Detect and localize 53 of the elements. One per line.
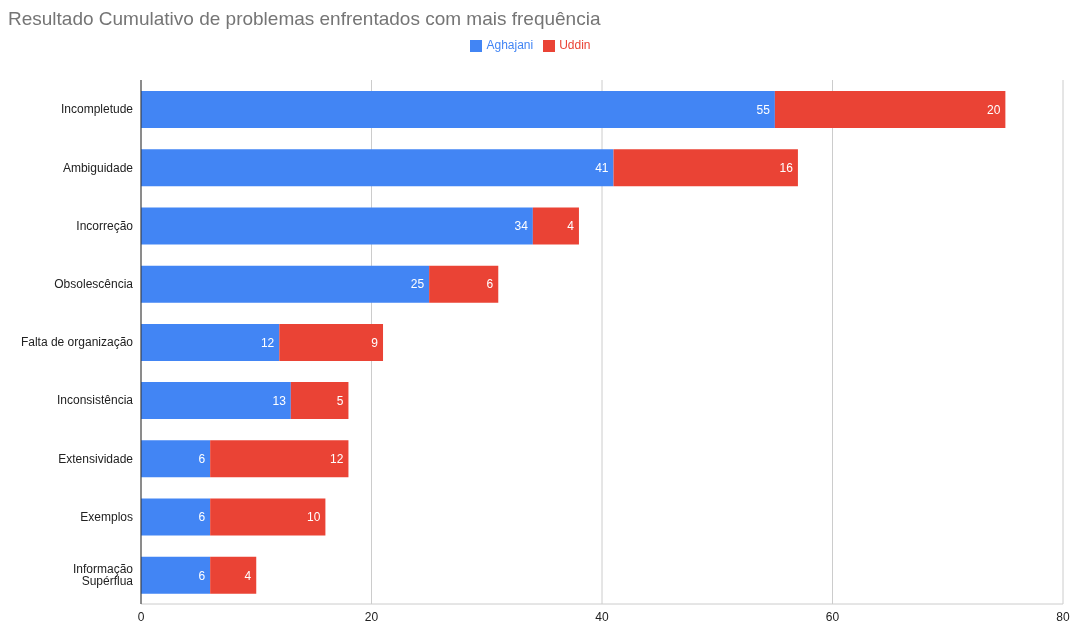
data-label: 4 — [567, 219, 575, 234]
bar — [141, 323, 280, 361]
bar — [141, 91, 775, 128]
bar — [210, 556, 257, 594]
bar — [141, 149, 614, 187]
y-tick-label: Obsolescência — [54, 277, 134, 292]
y-tick-label: Falta de organização — [20, 335, 134, 350]
y-tick-label: Inconsistência — [56, 393, 134, 408]
bar — [141, 498, 211, 536]
data-label: 25 — [410, 277, 425, 292]
data-label: 10 — [307, 510, 321, 525]
bar — [210, 440, 349, 478]
x-tick-label: 80 — [1056, 609, 1070, 624]
data-label: 16 — [779, 160, 794, 175]
data-label: 6 — [198, 568, 206, 583]
bar — [141, 556, 211, 594]
data-label: 6 — [198, 510, 206, 525]
data-label: 12 — [330, 452, 344, 467]
bar — [141, 382, 291, 420]
bar — [532, 207, 579, 245]
x-tick-label: 40 — [595, 609, 609, 624]
chart-title: Resultado Cumulativo de problemas enfrentados com mais frequência — [8, 8, 602, 31]
data-label: 12 — [260, 335, 275, 350]
data-label: 41 — [595, 160, 609, 175]
y-tick-label: Informação Supérflua — [72, 562, 134, 589]
data-label: 13 — [272, 393, 287, 408]
y-tick-label: Incorreção — [76, 218, 134, 233]
x-tick-label: 0 — [137, 609, 145, 624]
x-tick-label: 20 — [364, 609, 379, 624]
y-tick-label: Ambiguidade — [62, 160, 134, 175]
data-label: 6 — [486, 277, 494, 292]
bar — [774, 91, 1006, 128]
legend-label: Uddin — [559, 38, 591, 52]
data-label: 6 — [198, 452, 206, 467]
y-tick-label: Extensividade — [58, 451, 134, 466]
bar — [141, 265, 430, 303]
data-label: 34 — [514, 219, 529, 234]
data-label: 20 — [987, 102, 1001, 117]
data-label: 4 — [244, 568, 252, 583]
y-tick-label: Exemplos — [80, 509, 133, 524]
legend-label: Aghajani — [486, 38, 534, 52]
x-tick-label: 60 — [825, 609, 840, 624]
data-label: 55 — [756, 102, 771, 117]
bar — [290, 382, 349, 420]
bar — [279, 323, 384, 361]
bar — [141, 440, 211, 478]
bar — [429, 265, 499, 303]
y-tick-label: Incompletude — [60, 102, 134, 117]
bar — [141, 207, 533, 245]
data-label: 9 — [371, 335, 379, 350]
bar — [613, 149, 798, 187]
bar — [210, 498, 326, 536]
data-label: 5 — [336, 393, 344, 408]
